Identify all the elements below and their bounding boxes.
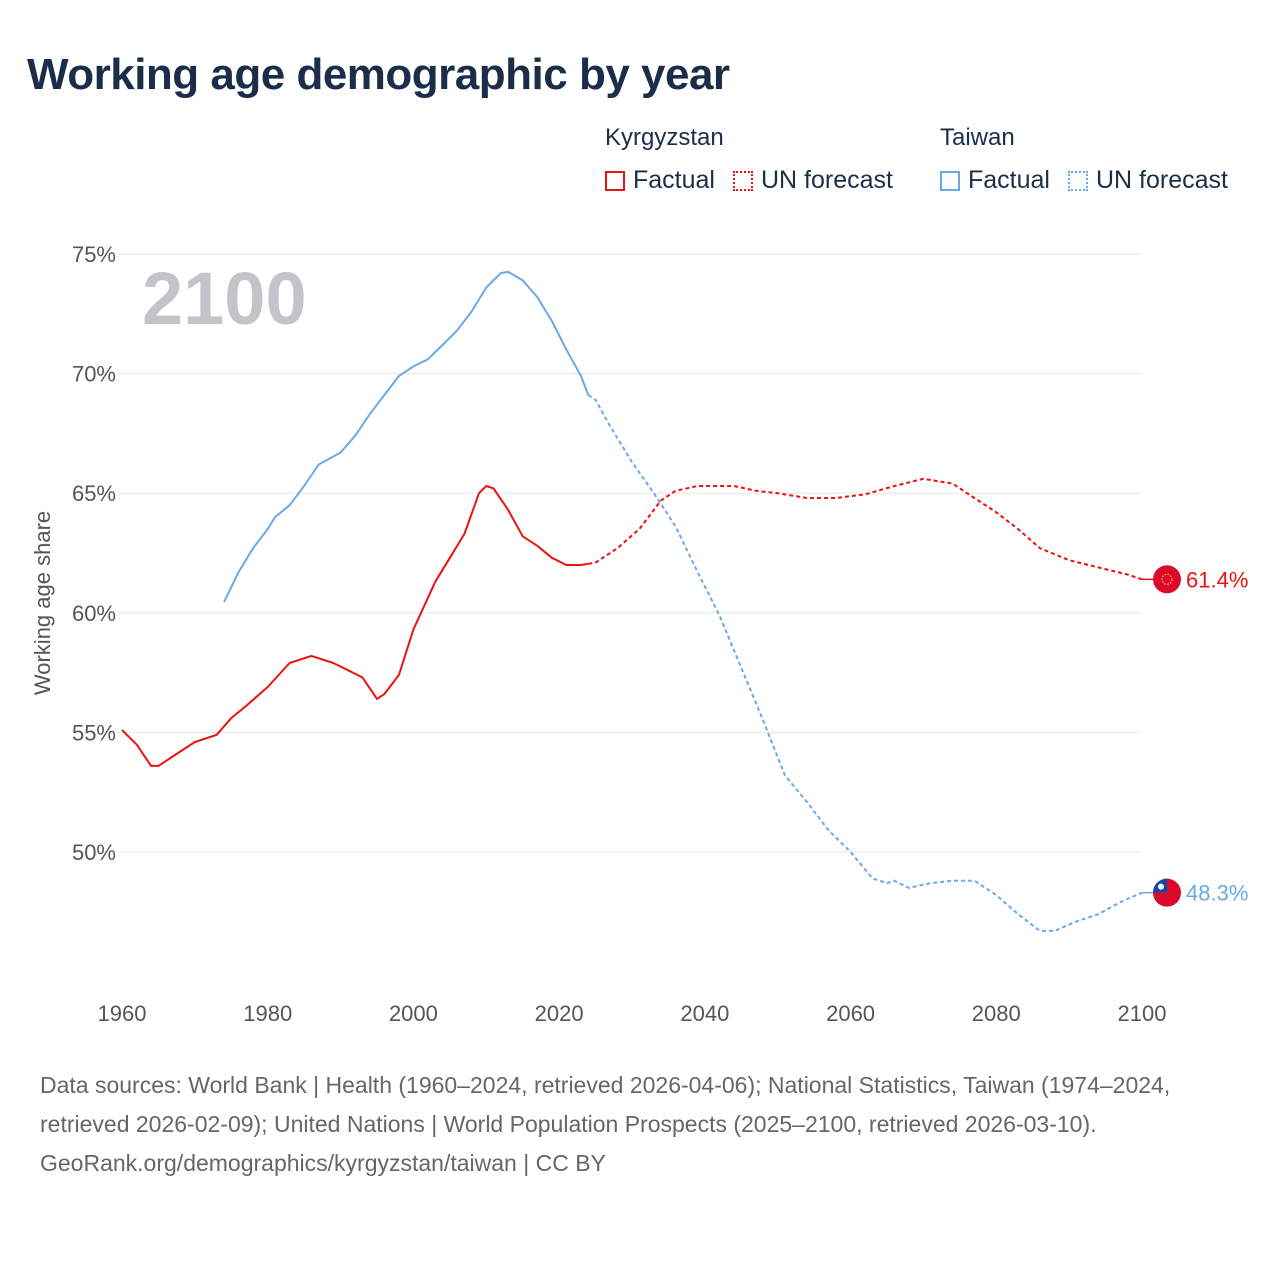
- kyrgyzstan-flag-icon: [1153, 565, 1181, 594]
- kyrgyzstan-factual-line: [121, 485, 589, 767]
- y-axis-label: Working age share: [30, 511, 55, 695]
- x-tick-label: 1960: [98, 1001, 147, 1026]
- legend-label: UN forecast: [1095, 166, 1228, 194]
- forecast-swatch: [1067, 170, 1088, 191]
- x-tick-label: 2060: [826, 1001, 875, 1026]
- legend-forecast[interactable]: UN forecast: [1067, 166, 1228, 195]
- factual-swatch: [940, 170, 960, 191]
- kyrgyzstan-end-value: 61.4%: [1186, 567, 1248, 592]
- y-tick-label: 65%: [72, 481, 116, 506]
- legend-factual[interactable]: Factual: [605, 166, 715, 195]
- taiwan-forecast-line: [587, 394, 1143, 932]
- factual-swatch: [605, 170, 625, 191]
- legend-label: UN forecast: [760, 166, 893, 194]
- forecast-swatch: [732, 170, 753, 191]
- sun-emblem-icon: [1161, 573, 1173, 585]
- y-tick-label: 60%: [72, 601, 116, 626]
- legend-forecast[interactable]: UN forecast: [732, 166, 893, 195]
- x-tick-label: 2020: [535, 1001, 584, 1026]
- x-tick-label: 2100: [1118, 1001, 1167, 1026]
- legend-kyrgyzstan: Kyrgyzstan Factual UN forecast: [605, 124, 911, 195]
- y-tick-label: 70%: [72, 362, 116, 387]
- year-watermark: 2100: [142, 257, 307, 340]
- y-tick-label: 50%: [72, 840, 116, 865]
- kyrgyzstan-forecast-line: [588, 477, 1143, 581]
- chart-title: Working age demographic by year: [27, 50, 730, 99]
- line-chart: 50% 55% 60% 65% 70% 75% 1960 1980 2000 2020 2040 20…: [30, 242, 1248, 1026]
- x-tick-label: 2040: [680, 1001, 729, 1026]
- legend-label: Factual: [633, 166, 715, 194]
- x-tick-label: 2000: [389, 1001, 438, 1026]
- taiwan-end-value: 48.3%: [1186, 881, 1248, 906]
- legend-taiwan: Taiwan Factual UN forecast: [940, 124, 1246, 195]
- legend-factual[interactable]: Factual: [940, 166, 1050, 195]
- legend-country-name: Kyrgyzstan: [605, 124, 724, 151]
- legend-label: Factual: [968, 166, 1050, 194]
- credit-link[interactable]: GeoRank.org/demographics/kyrgyzstan/taiw…: [40, 1150, 606, 1176]
- white-sun-icon: [1158, 883, 1164, 890]
- taiwan-factual-line: [223, 270, 590, 603]
- x-tick-label: 1980: [243, 1001, 292, 1026]
- data-sources: Data sources: World Bank | Health (1960–…: [40, 1072, 1171, 1137]
- legend-country-name: Taiwan: [940, 124, 1015, 151]
- footer: Data sources: World Bank | Health (1960–…: [40, 1066, 1250, 1183]
- y-tick-label: 55%: [72, 720, 116, 745]
- y-tick-label: 75%: [72, 242, 116, 267]
- x-tick-label: 2080: [972, 1001, 1021, 1026]
